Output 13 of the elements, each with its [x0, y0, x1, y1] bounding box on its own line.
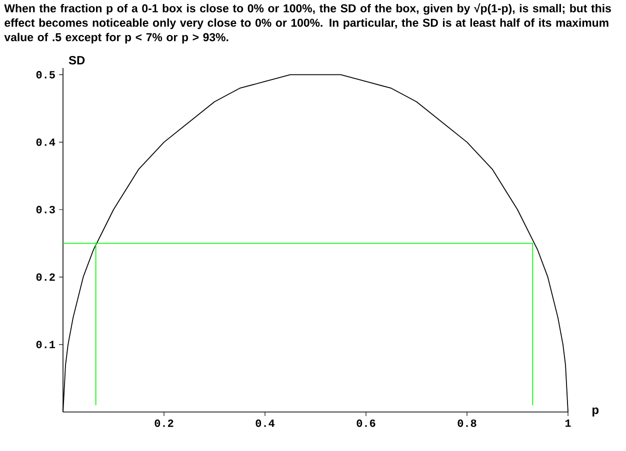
- y-tick-label: 0.3: [36, 206, 55, 214]
- x-tick-label: 0.6: [356, 420, 376, 427]
- x-tick-label: 0.8: [458, 420, 476, 427]
- x-axis-title: p: [592, 408, 599, 416]
- y-tick-label: 0.1: [36, 340, 56, 348]
- x-tick-label: 0.4: [256, 420, 275, 427]
- x-tick-label: 0.2: [154, 420, 174, 427]
- x-tick-label: 1: [565, 420, 571, 427]
- y-axis-title: SD: [68, 56, 85, 64]
- y-tick-label: 0.4: [36, 138, 56, 146]
- y-tick-label: 0.2: [36, 273, 55, 281]
- y-tick-label: 0.5: [36, 71, 55, 78]
- chart-title: When the fraction p of a 0-1 box is close to 0% or 100%, the SD of the box, given by √p(1-p), is small; but this effect becomes noticeable only very close to 0% or 100%. In particular, the SD is at least half of its maximum value of .5 except for p < 7% or p > 93%.: [4, 3, 611, 44]
